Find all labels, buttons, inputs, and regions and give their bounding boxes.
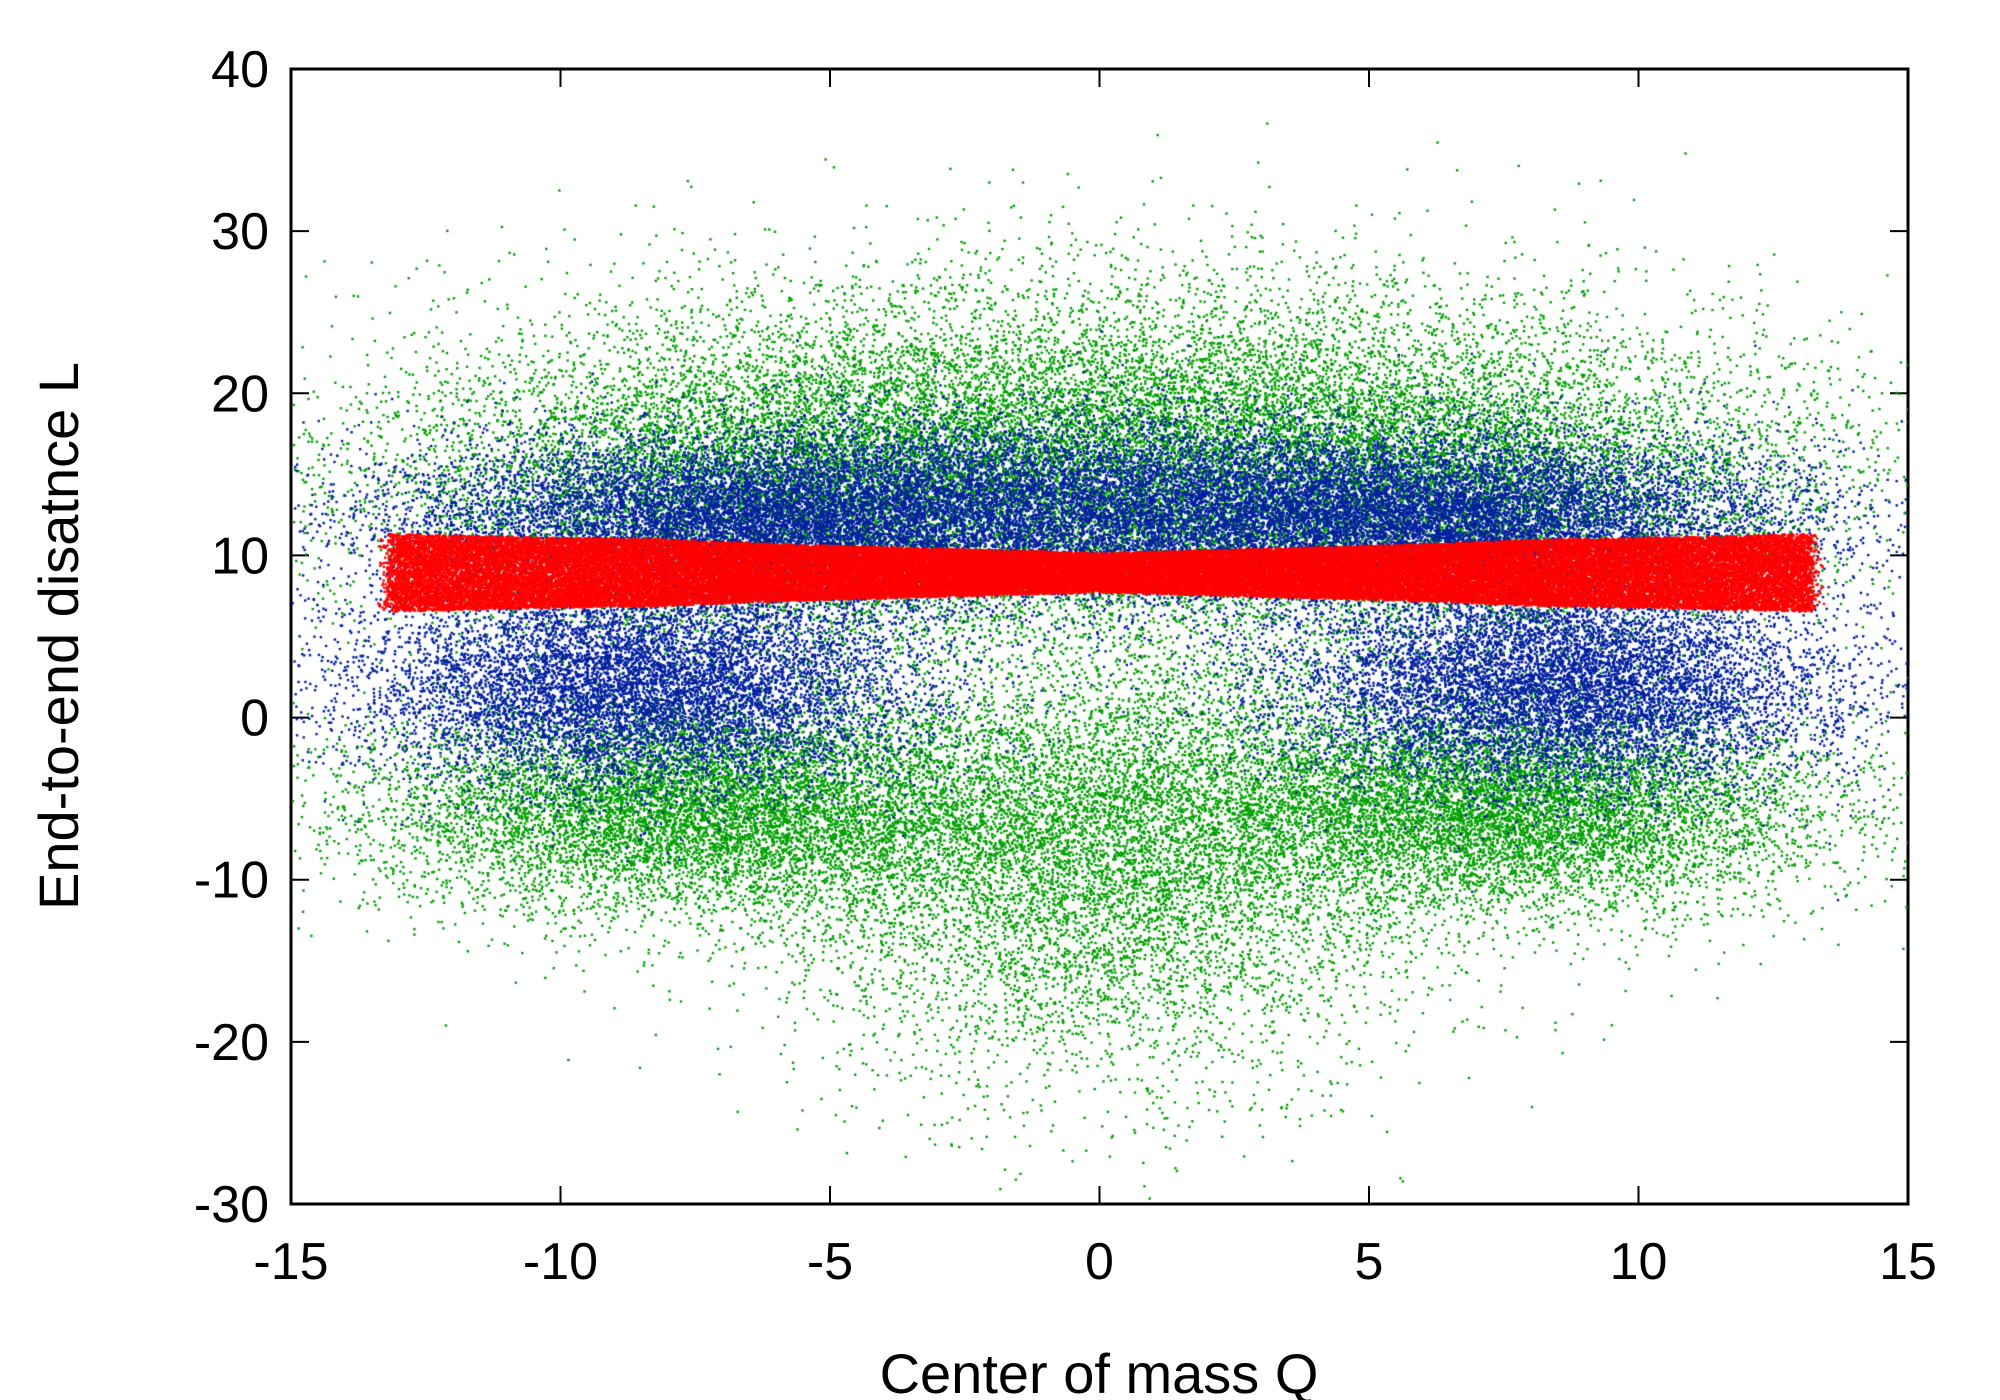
x-tick-label: 15	[1879, 1233, 1937, 1291]
x-tick-label: 10	[1610, 1233, 1668, 1291]
x-tick-label: -15	[253, 1233, 328, 1291]
x-tick-label: 0	[1085, 1233, 1114, 1291]
y-tick-labels: -30 -20 -10 0 10 20 30 40	[194, 41, 269, 1234]
y-axis-label: End-to-end disatnce L	[27, 362, 90, 910]
scatter-point-cloud	[291, 69, 1908, 1204]
y-tick-label: 10	[211, 527, 269, 585]
y-tick-label: 20	[211, 365, 269, 423]
x-tick-label: -10	[523, 1233, 598, 1291]
x-tick-label: -5	[807, 1233, 853, 1291]
y-tick-label: 0	[240, 690, 269, 748]
y-tick-label: -30	[194, 1176, 269, 1234]
x-axis-label: Center of mass Q	[880, 1342, 1319, 1400]
y-tick-label: -10	[194, 852, 269, 910]
y-tick-label: 40	[211, 41, 269, 99]
x-tick-labels: -15 -10 -5 0 5 10 15	[253, 1233, 1937, 1291]
x-tick-label: 5	[1355, 1233, 1384, 1291]
y-tick-label: 30	[211, 203, 269, 261]
y-tick-label: -20	[194, 1014, 269, 1072]
